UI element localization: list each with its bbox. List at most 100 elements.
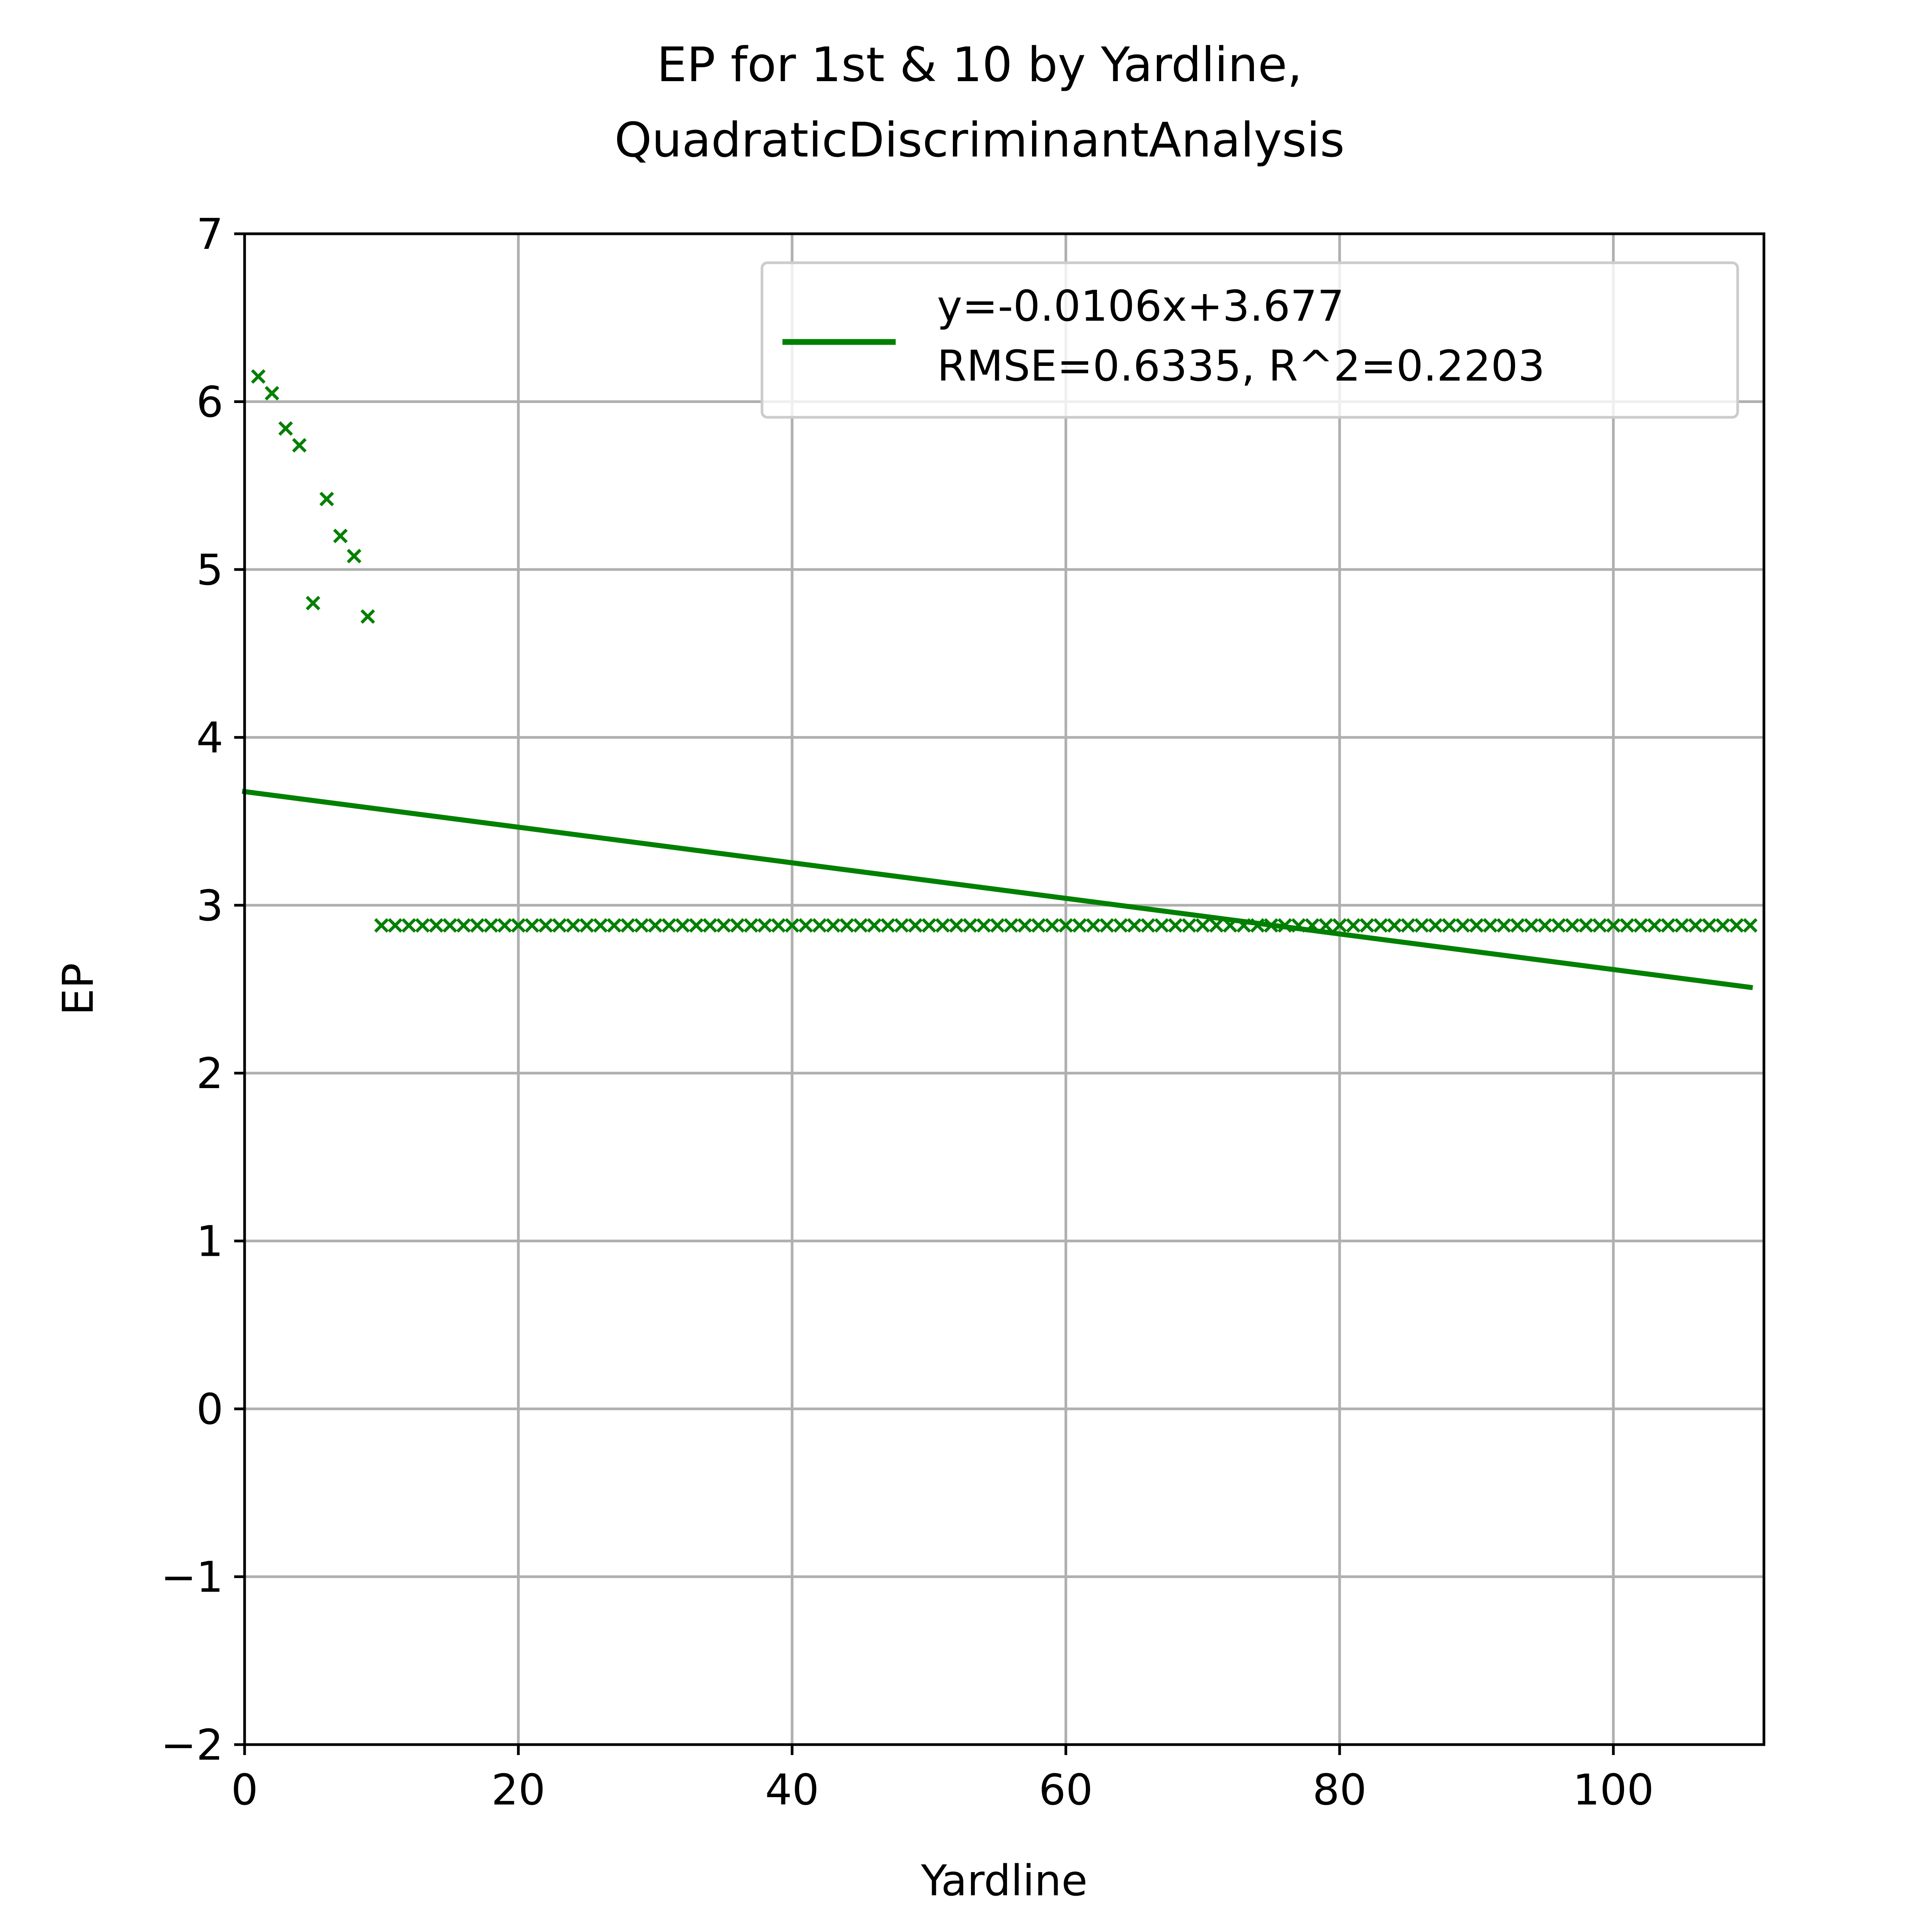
data-point — [1359, 918, 1374, 933]
data-point — [1551, 918, 1566, 933]
data-point — [675, 918, 690, 933]
data-point — [1743, 918, 1758, 933]
data-point — [1045, 918, 1060, 933]
y-tick-label: 3 — [196, 881, 223, 930]
data-point — [1182, 918, 1197, 933]
data-point — [1168, 918, 1183, 933]
data-point — [1332, 918, 1347, 933]
data-point — [251, 369, 266, 384]
data-point — [922, 918, 936, 933]
y-tick-label: −1 — [161, 1553, 223, 1602]
data-point — [634, 918, 649, 933]
data-point — [1510, 918, 1525, 933]
legend-label-equation: y=-0.0106x+3.677 — [937, 281, 1344, 331]
data-point — [1442, 918, 1457, 933]
y-tick-label: 6 — [196, 377, 223, 427]
data-point — [456, 918, 471, 933]
y-tick-label: 1 — [196, 1217, 223, 1266]
data-point — [771, 918, 786, 933]
data-point — [1414, 918, 1429, 933]
data-point — [1072, 918, 1087, 933]
data-point — [1729, 918, 1744, 933]
data-point — [1428, 918, 1443, 933]
data-point — [1537, 918, 1553, 933]
data-point — [1401, 918, 1415, 933]
data-point — [497, 918, 512, 933]
y-axis-label: EP — [53, 963, 103, 1015]
data-point — [1127, 918, 1142, 933]
data-point — [621, 918, 635, 933]
plot-frame — [243, 232, 1765, 1746]
data-point — [415, 918, 430, 933]
data-point — [1195, 918, 1210, 933]
legend-label-stats: RMSE=0.6335, R^2=0.2203 — [937, 341, 1545, 391]
data-point — [1154, 918, 1169, 933]
data-point — [894, 918, 909, 933]
data-point — [798, 918, 813, 933]
data-point — [1455, 918, 1470, 933]
y-tick-label: 4 — [196, 713, 223, 762]
fit-line — [242, 789, 1753, 990]
data-point — [401, 918, 416, 933]
data-point — [1688, 918, 1703, 933]
data-point — [908, 918, 923, 933]
data-point — [566, 918, 580, 933]
data-point — [716, 918, 731, 933]
data-point — [853, 918, 868, 933]
data-point — [593, 918, 608, 933]
data-point — [1715, 918, 1730, 933]
data-point — [1058, 918, 1073, 933]
data-point — [1565, 918, 1580, 933]
chart-title-line-2: QuadraticDiscriminantAnalysis — [614, 113, 1345, 168]
data-point — [374, 918, 389, 933]
fit-line-layer — [242, 789, 1753, 990]
data-point — [1003, 918, 1019, 933]
legend-box — [760, 261, 1739, 419]
data-point — [511, 918, 526, 933]
data-point — [648, 918, 663, 933]
data-point — [607, 918, 622, 933]
legend: y=-0.0106x+3.677 RMSE=0.6335, R^2=0.2203 — [760, 261, 1739, 419]
data-point — [1113, 918, 1128, 933]
y-tick-label: 2 — [196, 1049, 223, 1098]
x-axis-label: Yardline — [920, 1856, 1087, 1905]
data-point — [990, 918, 1005, 933]
data-point — [1661, 918, 1675, 933]
data-point — [1141, 918, 1155, 933]
data-point — [388, 918, 403, 933]
data-point — [702, 918, 718, 933]
y-tick-label: 0 — [196, 1384, 223, 1434]
data-point — [1633, 918, 1648, 933]
data-point — [579, 918, 594, 933]
data-point — [292, 438, 307, 453]
data-point — [1702, 918, 1717, 933]
x-tick-label: 20 — [491, 1765, 545, 1815]
x-tick-label: 40 — [765, 1765, 819, 1815]
data-point — [839, 918, 854, 933]
data-point — [826, 918, 841, 933]
scatter-series — [251, 369, 1758, 933]
data-point — [743, 918, 759, 933]
data-point — [785, 918, 799, 933]
data-point — [1086, 918, 1101, 933]
y-tick-label: 7 — [196, 209, 223, 259]
data-point — [1674, 918, 1689, 933]
data-point — [1346, 918, 1361, 933]
data-point — [1619, 918, 1634, 933]
data-point — [483, 918, 498, 933]
data-point — [1387, 918, 1402, 933]
data-point — [1524, 918, 1539, 933]
data-point — [867, 918, 882, 933]
data-point — [1209, 918, 1224, 933]
data-point — [525, 918, 539, 933]
data-point — [1578, 918, 1594, 933]
data-point — [662, 918, 676, 933]
data-point — [1483, 918, 1498, 933]
data-point — [963, 918, 978, 933]
data-point — [278, 421, 293, 436]
data-point — [1606, 918, 1621, 933]
data-point — [538, 918, 553, 933]
data-point — [347, 549, 362, 563]
data-point — [319, 492, 334, 507]
